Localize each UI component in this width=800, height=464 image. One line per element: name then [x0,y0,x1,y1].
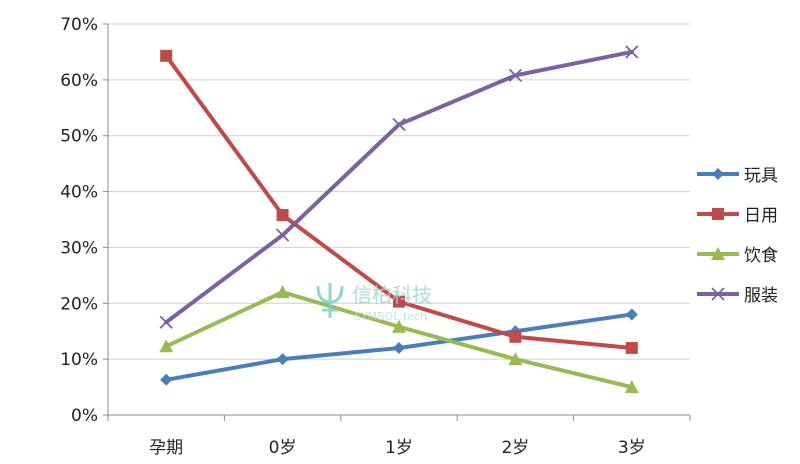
data-point [625,45,639,59]
x-tick-label: 孕期 [149,438,183,458]
legend-item: 玩具 [697,166,778,186]
data-point [160,49,173,62]
data-point [276,209,289,222]
data-point [276,353,289,366]
y-axis-ticks: 0% 10% 20% 30% 40% 50% 60% 70% [60,15,108,426]
x-tick-label: 0岁 [269,438,297,458]
series-4 [159,45,639,329]
data-point [392,117,406,132]
data-point [159,315,173,329]
data-point [508,68,523,83]
y-tick-label: 50% [60,127,98,147]
x-tick-label: 3岁 [618,438,646,458]
legend-swatch-marker [712,168,724,180]
x-marker-stroke [159,315,173,329]
watermark-subtext: SYMBOL.tech [354,310,427,323]
y-tick-label: 20% [60,294,98,314]
x-marker-stroke [711,287,725,301]
x-marker-stroke [508,68,523,83]
x-tick-label: 2岁 [501,438,529,458]
y-tick-label: 0% [71,406,98,426]
y-tick-label: 40% [60,183,98,203]
data-point [160,373,173,386]
legend-item: 日用 [697,206,778,226]
x-axis: 孕期 0岁 1岁 2岁 3岁 [107,24,691,458]
psi-icon [316,283,344,318]
gridlines [108,23,690,360]
data-point [508,352,523,366]
series-3 [159,285,639,394]
data-point [275,285,290,299]
data-point [509,330,522,343]
data-point [625,308,638,321]
series-group [159,45,639,394]
legend-item: 服装 [697,286,778,306]
x-marker-stroke [392,117,406,132]
legend-label: 玩具 [744,166,778,186]
legend-label: 服装 [744,286,778,306]
legend-swatch-marker [712,208,724,220]
x-marker-stroke [275,228,290,242]
y-tick-label: 10% [60,350,98,370]
y-tick-label: 30% [60,238,98,258]
y-tick-label: 60% [60,71,98,91]
data-point [392,319,406,333]
series-2 [160,49,638,354]
legend-swatch-marker [711,247,725,260]
data-point [625,341,638,354]
legend-swatch-marker [711,287,725,301]
x-marker-stroke [625,45,639,59]
x-tick-label: 1岁 [385,438,413,458]
data-point [393,295,405,308]
watermark-text: 信柏科技 [352,283,432,307]
y-tick-label: 70% [60,15,98,35]
legend-label: 饮食 [744,246,778,266]
data-point [624,380,639,394]
data-point [393,341,405,354]
legend-item: 饮食 [697,246,778,266]
data-point [159,339,174,353]
data-point [275,228,290,242]
legend-label: 日用 [744,206,778,226]
series-line [164,49,634,325]
watermark: 信柏科技 SYMBOL.tech [316,283,432,323]
